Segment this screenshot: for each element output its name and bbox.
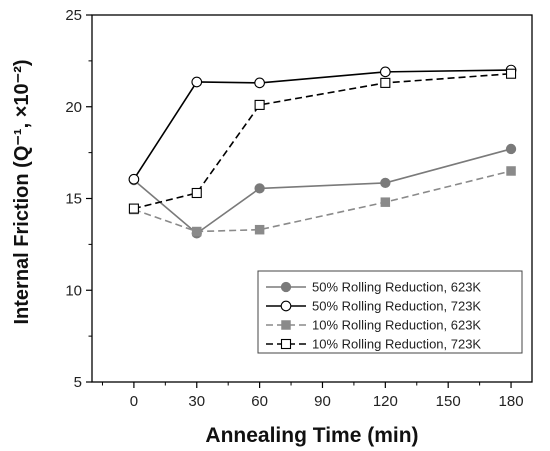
series-4-point-60	[254, 99, 265, 110]
legend-label-3: 10% Rolling Reduction, 623K	[312, 318, 481, 333]
series-2-point-0	[128, 173, 140, 185]
y-tick-label-25: 25	[65, 7, 82, 24]
series-1-point-120	[380, 177, 391, 189]
legend-marker-4	[280, 338, 292, 350]
legend: 50% Rolling Reduction, 623K 50% Rolling R…	[257, 270, 523, 354]
series-4-point-30	[191, 187, 202, 199]
y-tick-label-5: 5	[74, 374, 82, 391]
series-1-point-180	[505, 143, 517, 155]
series-2-point-30	[191, 76, 203, 88]
series-line-1	[133, 148, 512, 235]
legend-label-2: 50% Rolling Reduction, 723K	[312, 299, 481, 314]
series-4-point-120	[380, 77, 391, 88]
x-tick-label-30: 30	[188, 393, 205, 410]
series-3-point-60	[254, 224, 265, 235]
x-axis-title: Annealing Time (min)	[205, 424, 418, 447]
series-3-point-120	[380, 197, 391, 207]
series-3-point-180	[506, 166, 516, 176]
series-line-3	[133, 170, 512, 233]
series-4-point-180	[505, 68, 517, 79]
series-line-4	[133, 72, 512, 210]
y-tick-label-15: 15	[65, 191, 82, 208]
legend-label-1: 50% Rolling Reduction, 623K	[312, 280, 481, 295]
x-tick-label-120: 120	[373, 393, 398, 410]
y-axis-title: Internal Friction (Q⁻¹, ×10⁻²)	[11, 59, 33, 324]
legend-label-4: 10% Rolling Reduction, 723K	[312, 337, 481, 352]
x-tick-label-0: 0	[130, 393, 138, 410]
legend-marker-2	[280, 300, 292, 312]
series-4-point-0	[128, 203, 139, 214]
series-2-point-120	[379, 66, 391, 78]
x-tick-label-60: 60	[251, 393, 268, 410]
legend-marker-3	[281, 320, 291, 330]
legend-box	[257, 270, 523, 354]
legend-marker-1	[280, 281, 292, 293]
x-tick-label-180: 180	[499, 393, 524, 410]
series-3-point-30	[192, 226, 202, 237]
y-tick-label-20: 20	[65, 99, 82, 116]
x-tick-label-150: 150	[436, 393, 461, 410]
x-tick-label-90: 90	[314, 393, 331, 410]
series-1-point-60	[254, 183, 265, 194]
series-line-2	[133, 69, 512, 180]
series-2-point-60	[254, 77, 265, 89]
y-tick-label-10: 10	[65, 282, 82, 299]
